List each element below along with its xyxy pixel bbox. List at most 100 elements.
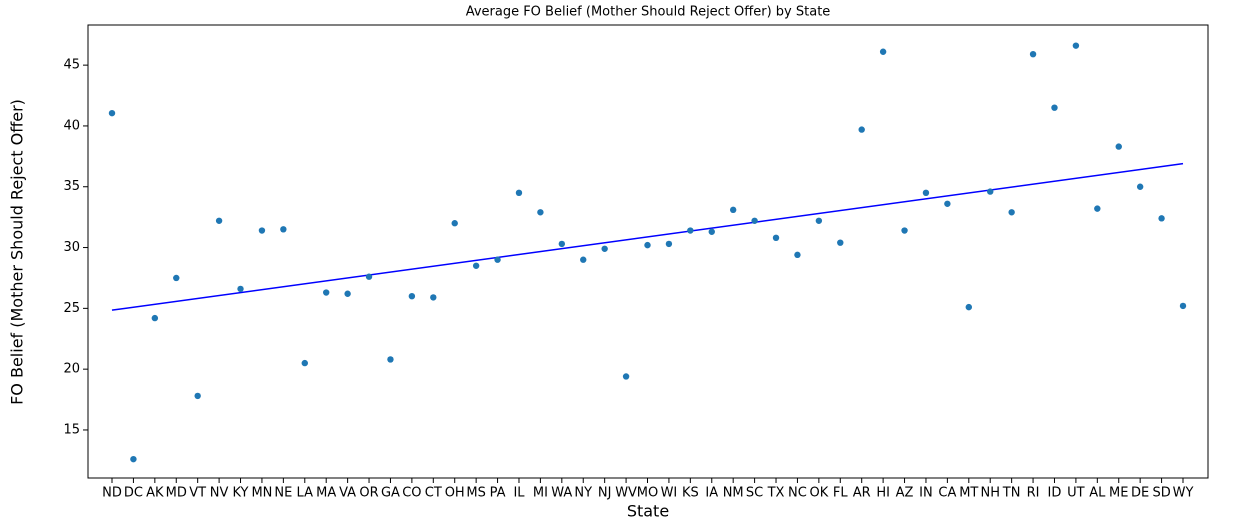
x-tick-label: PA <box>490 486 506 501</box>
point <box>1029 50 1037 58</box>
point <box>194 392 201 400</box>
point <box>644 241 651 249</box>
x-tick-label: NE <box>274 486 292 501</box>
x-tick-label: WA <box>551 486 572 501</box>
x-tick-label: DE <box>1131 486 1149 501</box>
y-tick-label: 15 <box>63 422 80 437</box>
point <box>858 126 865 133</box>
chart-title: Average FO Belief (Mother Should Reject … <box>466 5 831 20</box>
y-axis-label: FO Belief (Mother Should Reject Offer) <box>8 99 27 405</box>
x-tick-label: ID <box>1048 486 1062 501</box>
point <box>815 217 823 224</box>
point <box>323 289 330 296</box>
point <box>751 217 758 224</box>
x-axis-label: State <box>627 502 669 521</box>
x-tick-label: OR <box>359 486 378 501</box>
x-tick-label: MA <box>316 486 336 501</box>
point <box>1179 302 1187 310</box>
point <box>1115 143 1122 150</box>
x-tick-label: AR <box>853 486 871 501</box>
x-tick-label: SD <box>1152 486 1170 501</box>
x-tick-label: NC <box>788 486 807 501</box>
x-tick-label: MO <box>637 486 658 501</box>
x-tick-label: WY <box>1173 486 1194 501</box>
x-tick-label: IL <box>513 486 525 501</box>
point <box>151 314 159 322</box>
x-tick-label: ME <box>1109 486 1128 501</box>
point <box>215 217 223 224</box>
y-tick-label: 40 <box>63 118 80 133</box>
point <box>987 188 994 195</box>
x-tick-label: MD <box>166 486 187 501</box>
x-tick-label: LA <box>297 486 314 501</box>
point <box>430 294 437 301</box>
point <box>1008 209 1015 216</box>
x-tick-label: NJ <box>598 486 612 501</box>
y-tick-label: 20 <box>63 362 80 377</box>
x-tick-label: CA <box>938 486 956 501</box>
point <box>108 109 116 117</box>
point <box>687 227 694 234</box>
x-tick-label: FL <box>833 486 848 501</box>
x-tick-label: AK <box>146 486 164 501</box>
x-tick-label: WI <box>661 486 678 501</box>
point <box>537 209 544 216</box>
x-tick-label: IA <box>705 486 718 501</box>
point <box>837 239 844 246</box>
x-tick-label: IN <box>919 486 933 501</box>
point <box>365 273 373 280</box>
x-tick-label: MT <box>959 486 978 501</box>
point <box>601 245 608 252</box>
point <box>558 240 566 248</box>
x-tick-label: OH <box>445 486 465 501</box>
x-tick-label: RI <box>1027 486 1040 501</box>
x-tick-label: MS <box>466 486 485 501</box>
y-tick-label: 30 <box>63 240 80 255</box>
point <box>879 48 887 55</box>
x-tick-label: CT <box>425 486 442 501</box>
point <box>1072 42 1080 49</box>
x-tick-label: TN <box>1002 486 1021 501</box>
point <box>280 226 287 233</box>
x-tick-label: HI <box>876 486 890 501</box>
point <box>494 256 501 263</box>
point <box>965 303 972 311</box>
point <box>258 227 266 234</box>
x-tick-label: KS <box>682 486 699 501</box>
y-tick-label: 35 <box>63 179 80 194</box>
point <box>344 290 351 297</box>
point <box>944 200 951 207</box>
x-tick-label: MI <box>533 486 548 501</box>
point <box>922 189 930 197</box>
x-tick-label: KY <box>233 486 249 501</box>
x-tick-label: OK <box>809 486 828 501</box>
x-tick-label: NH <box>980 486 1000 501</box>
point <box>472 262 480 269</box>
point <box>301 359 308 367</box>
point <box>794 251 801 259</box>
x-tick-label: ND <box>102 486 122 501</box>
point <box>408 292 416 300</box>
point <box>729 206 737 214</box>
point <box>901 227 908 234</box>
x-tick-label: UT <box>1067 486 1085 501</box>
x-tick-label: VT <box>189 486 206 501</box>
point <box>622 373 630 380</box>
x-tick-label: VA <box>339 486 356 501</box>
point <box>173 274 180 282</box>
point <box>515 189 523 197</box>
point <box>387 356 394 363</box>
x-tick-label: NM <box>723 486 744 501</box>
x-tick-label: AL <box>1089 486 1106 501</box>
point <box>1094 205 1101 212</box>
y-tick-label: 45 <box>63 58 80 73</box>
point <box>1136 183 1144 190</box>
point <box>1158 215 1165 222</box>
x-tick-label: NV <box>210 486 229 501</box>
x-tick-label: NY <box>574 486 592 501</box>
point <box>451 220 458 227</box>
y-tick-label: 25 <box>63 301 80 316</box>
point <box>708 228 715 235</box>
point <box>1051 104 1058 111</box>
x-tick-label: CO <box>402 486 421 501</box>
